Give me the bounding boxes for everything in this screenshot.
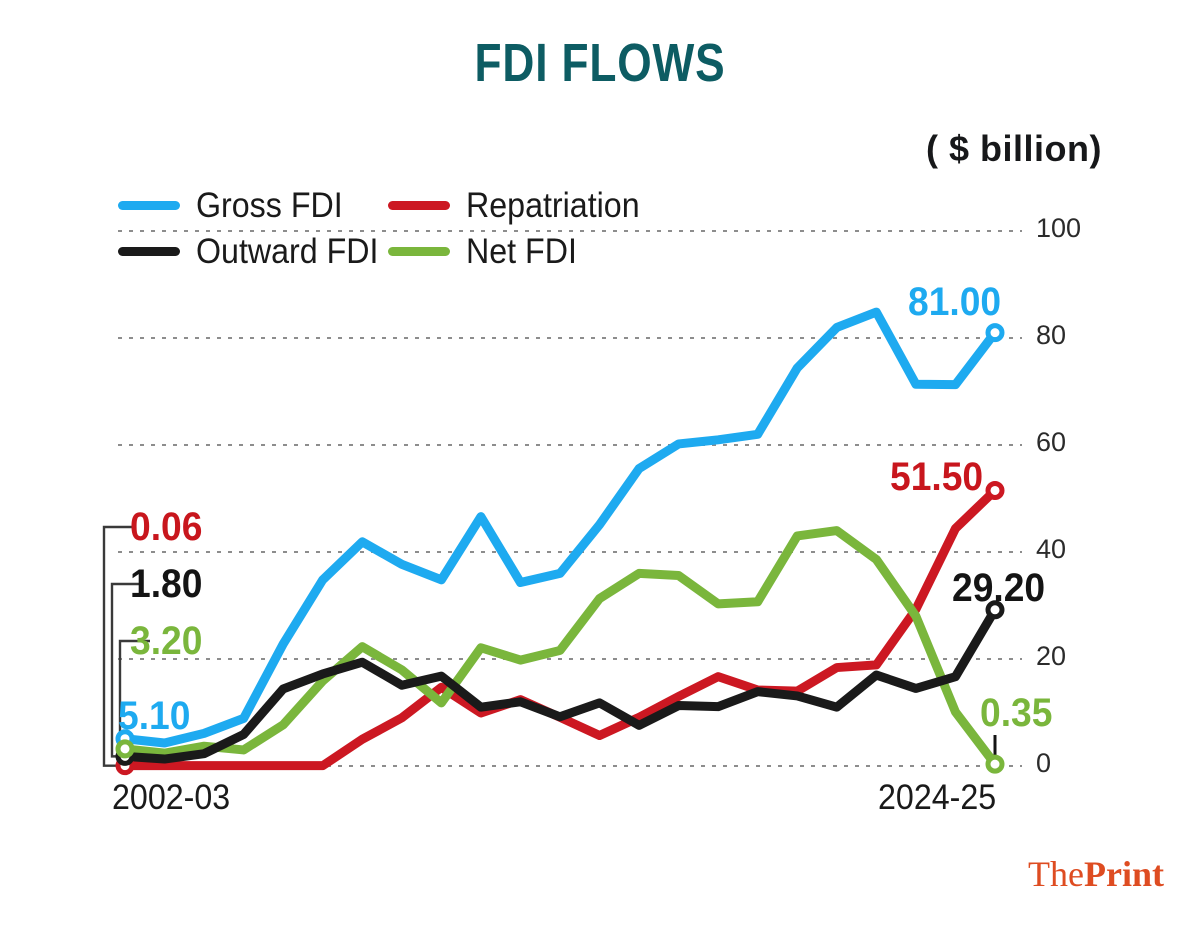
y-tick-60: 60 bbox=[1036, 427, 1067, 457]
legend-item-gross-fdi[interactable]: Gross FDI bbox=[118, 188, 388, 223]
callout-start-outward-fdi: 1.80 bbox=[130, 562, 203, 606]
series-line-outward-fdi bbox=[120, 605, 1000, 764]
marker-net-fdi bbox=[115, 739, 135, 759]
x-tick-start: 2002-03 bbox=[112, 778, 231, 817]
legend-item-outward-fdi[interactable]: Outward FDI bbox=[118, 234, 388, 269]
chart-legend: Gross FDI Repatriation Outward FDI Net F… bbox=[118, 182, 738, 274]
legend-label-gross-fdi: Gross FDI bbox=[196, 185, 343, 225]
legend-swatch-gross-fdi bbox=[118, 200, 180, 210]
legend-row-top: Gross FDI Repatriation bbox=[118, 182, 738, 228]
legend-label-net-fdi: Net FDI bbox=[466, 231, 577, 271]
series-lines bbox=[120, 307, 1000, 771]
callout-start-repatriation: 0.06 bbox=[130, 505, 203, 549]
callout-start-net-fdi: 3.20 bbox=[130, 619, 203, 663]
x-tick-end: 2024-25 bbox=[878, 778, 997, 817]
legend-label-outward-fdi: Outward FDI bbox=[196, 231, 379, 271]
marker-repatriation bbox=[985, 480, 1005, 500]
theprint-logo: ThePrint bbox=[1028, 856, 1164, 892]
legend-label-repatriation: Repatriation bbox=[466, 185, 640, 225]
marker-gross-fdi bbox=[985, 323, 1005, 343]
legend-swatch-net-fdi bbox=[388, 246, 450, 256]
y-tick-0: 0 bbox=[1036, 748, 1052, 778]
legend-item-repatriation[interactable]: Repatriation bbox=[388, 188, 655, 223]
callout-leader-lines bbox=[102, 525, 997, 767]
legend-swatch-repatriation bbox=[388, 200, 450, 210]
callout-end-repatriation: 51.50 bbox=[890, 455, 984, 499]
leader-line-repatriation bbox=[102, 525, 135, 767]
y-tick-100: 100 bbox=[1036, 213, 1082, 243]
brand-suffix: Print bbox=[1084, 854, 1164, 894]
brand-prefix: The bbox=[1028, 854, 1085, 894]
axis-unit-label: ( $ billion) bbox=[926, 128, 1102, 169]
y-tick-40: 40 bbox=[1036, 534, 1067, 564]
page-title: FDI FLOWS bbox=[474, 33, 726, 93]
series-line-gross-fdi bbox=[120, 307, 1000, 748]
callout-end-outward-fdi: 29.20 bbox=[952, 566, 1046, 610]
legend-item-net-fdi[interactable]: Net FDI bbox=[388, 234, 587, 269]
legend-row-bottom: Outward FDI Net FDI bbox=[118, 228, 738, 274]
marker-net-fdi bbox=[985, 754, 1005, 774]
endpoint-markers bbox=[115, 323, 1005, 776]
callout-end-gross-fdi: 81.00 bbox=[908, 280, 1002, 324]
callout-start-gross-fdi: 5.10 bbox=[118, 694, 191, 738]
gridlines bbox=[118, 230, 1022, 767]
callout-end-net-fdi: 0.35 bbox=[980, 691, 1053, 735]
y-tick-20: 20 bbox=[1036, 641, 1067, 671]
y-tick-80: 80 bbox=[1036, 320, 1067, 350]
legend-swatch-outward-fdi bbox=[118, 246, 180, 256]
marker-outward-fdi bbox=[985, 600, 1005, 620]
series-line-net-fdi bbox=[120, 526, 1000, 769]
